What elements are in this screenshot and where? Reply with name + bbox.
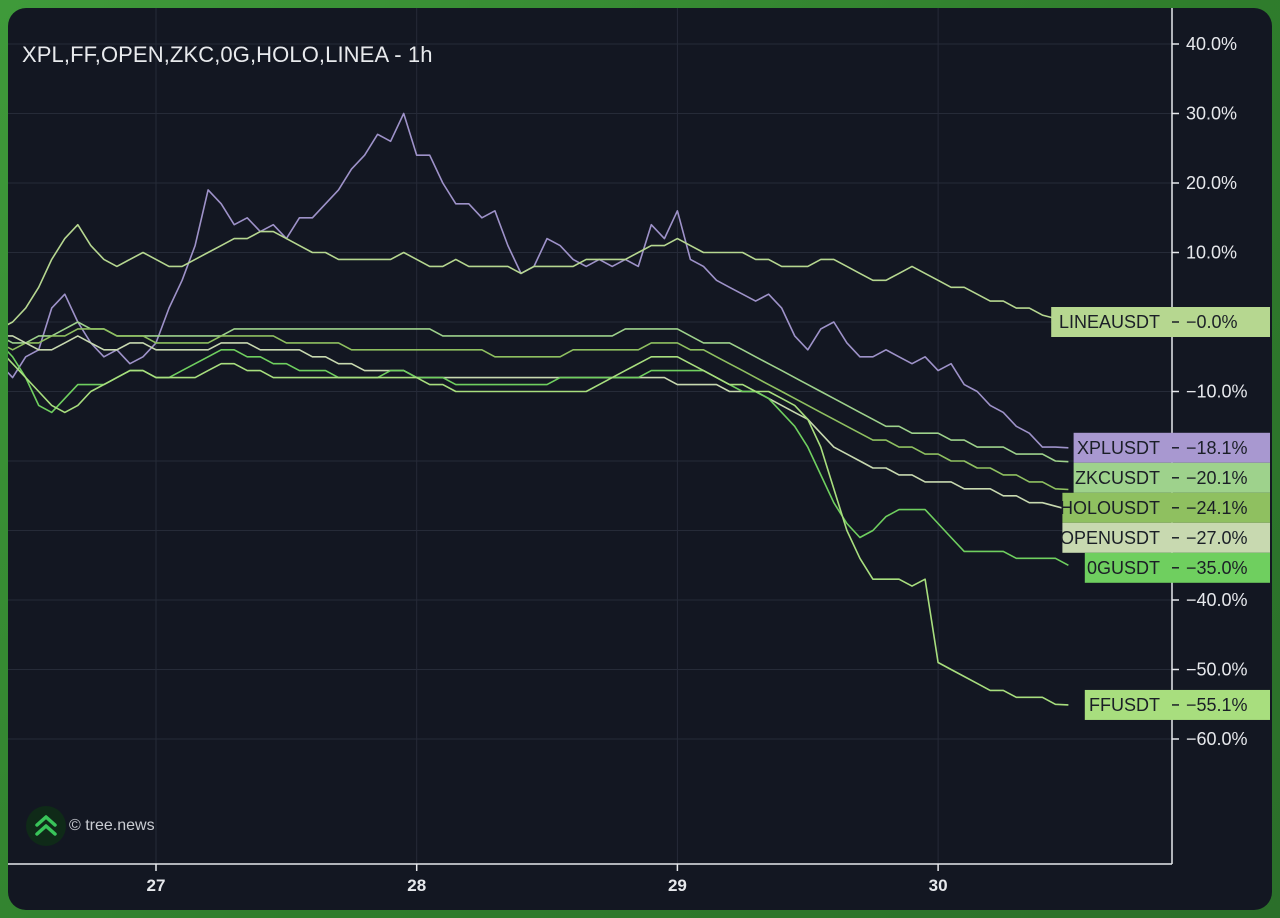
series-label-box	[1062, 492, 1172, 523]
series-value-box	[1172, 462, 1270, 493]
series-label-box	[1073, 462, 1172, 493]
series-name-label: OPENUSDT	[1060, 528, 1160, 548]
y-tick-label: 30.0%	[1186, 104, 1237, 124]
series-label-box	[1084, 552, 1172, 583]
series-value-label: −27.0%	[1186, 528, 1248, 548]
x-tick-label: 29	[668, 876, 687, 895]
series-value-label: −35.0%	[1186, 558, 1248, 578]
series-value-box	[1172, 689, 1270, 720]
series-name-label: LINEAUSDT	[1059, 312, 1160, 332]
series-value-box	[1172, 552, 1270, 583]
series-value-label: −0.0%	[1186, 312, 1238, 332]
series-label-box	[1051, 307, 1172, 337]
series-value-label: −55.1%	[1186, 695, 1248, 715]
x-tick-label: 27	[147, 876, 166, 895]
watermark: © tree.news	[26, 806, 155, 846]
series-name-label: HOLOUSDT	[1060, 498, 1160, 518]
series-line-0gusdt	[8, 348, 1069, 567]
y-tick-label: −10.0%	[1186, 382, 1248, 402]
series-label-box	[1073, 432, 1172, 463]
series-line-lineausdt	[8, 223, 1069, 326]
y-tick-label: 20.0%	[1186, 173, 1237, 193]
series-name-label: ZKCUSDT	[1075, 468, 1160, 488]
series-line-xplusdt	[8, 112, 1069, 449]
series-line-openusdt	[8, 335, 1069, 511]
y-tick-label: −50.0%	[1186, 660, 1248, 680]
chart-title: XPL,FF,OPEN,ZKC,0G,HOLO,LINEA - 1h	[22, 42, 433, 67]
series-line-holousdt	[8, 328, 1069, 491]
y-tick-label: 40.0%	[1186, 34, 1237, 54]
watermark-text: © tree.news	[69, 817, 155, 834]
series-name-label: FFUSDT	[1089, 695, 1160, 715]
series-line-zkcusdt	[8, 321, 1069, 463]
series-line-ffusdt	[8, 355, 1069, 706]
series-value-box	[1172, 432, 1270, 463]
series-name-label: XPLUSDT	[1077, 438, 1160, 458]
series-label-box	[1084, 689, 1172, 720]
series-value-label: −24.1%	[1186, 498, 1248, 518]
series-value-box	[1172, 522, 1270, 553]
series-label-box	[1062, 522, 1172, 553]
y-tick-label: −60.0%	[1186, 729, 1248, 749]
y-tick-label: −40.0%	[1186, 590, 1248, 610]
y-tick-label: 10.0%	[1186, 243, 1237, 263]
chart-plot: 50.0%40.0%30.0%20.0%10.0%−10.0%−40.0%−50…	[8, 8, 1270, 895]
series-name-label: 0GUSDT	[1087, 558, 1160, 578]
series-value-label: −20.1%	[1186, 468, 1248, 488]
x-tick-label: 28	[407, 876, 426, 895]
double-chevron-up-icon	[26, 806, 66, 846]
series-value-box	[1172, 492, 1270, 523]
series-value-label: −18.1%	[1186, 438, 1248, 458]
series-value-box	[1172, 307, 1270, 337]
chart-frame: 50.0%40.0%30.0%20.0%10.0%−10.0%−40.0%−50…	[8, 8, 1272, 910]
x-tick-label: 30	[929, 876, 948, 895]
